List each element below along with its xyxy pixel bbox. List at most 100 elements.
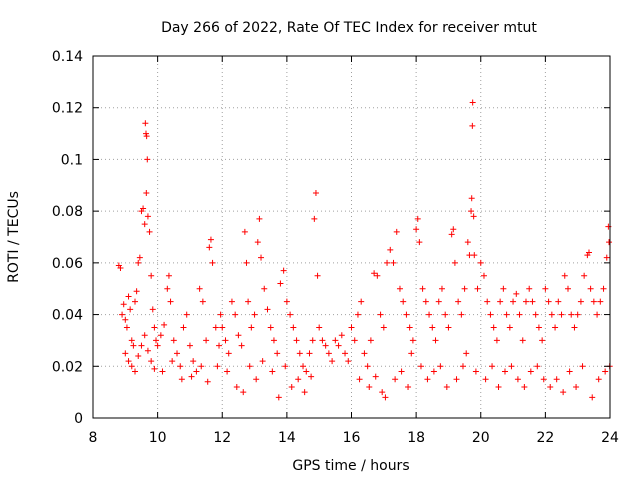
data-point xyxy=(122,316,129,323)
data-point xyxy=(277,280,284,287)
x-tick-label: 10 xyxy=(149,430,167,446)
data-point xyxy=(207,236,214,243)
data-point xyxy=(199,298,206,305)
data-point xyxy=(283,298,290,305)
data-point xyxy=(450,226,457,233)
data-point xyxy=(216,342,223,349)
data-point xyxy=(243,259,250,266)
data-point xyxy=(403,311,410,318)
data-point xyxy=(123,324,130,331)
data-point xyxy=(356,376,363,383)
data-point xyxy=(141,221,148,228)
data-point xyxy=(497,298,504,305)
data-point xyxy=(566,368,573,375)
data-point xyxy=(548,311,555,318)
data-point xyxy=(464,239,471,246)
data-point xyxy=(480,272,487,279)
data-point xyxy=(377,311,384,318)
data-point xyxy=(300,363,307,370)
data-point xyxy=(170,337,177,344)
data-point xyxy=(442,311,449,318)
data-point xyxy=(206,244,213,251)
data-point xyxy=(296,350,303,357)
data-point xyxy=(177,363,184,370)
data-point xyxy=(506,324,513,331)
data-point xyxy=(387,246,394,253)
data-points xyxy=(115,99,613,401)
data-point xyxy=(140,205,147,212)
data-point xyxy=(405,383,412,390)
data-point xyxy=(267,324,274,331)
data-point xyxy=(472,368,479,375)
data-point xyxy=(443,383,450,390)
data-point xyxy=(132,368,139,375)
y-tick-label: 0.1 xyxy=(61,152,83,168)
data-point xyxy=(151,365,158,372)
data-point xyxy=(595,376,602,383)
data-point xyxy=(135,259,142,266)
data-point xyxy=(414,215,421,222)
data-point xyxy=(422,298,429,305)
data-point xyxy=(133,288,140,295)
data-point xyxy=(148,272,155,279)
data-point xyxy=(413,226,420,233)
data-point xyxy=(390,259,397,266)
data-point xyxy=(217,311,224,318)
data-point xyxy=(306,350,313,357)
data-point xyxy=(417,363,424,370)
data-point xyxy=(445,324,452,331)
data-point xyxy=(153,337,160,344)
data-point xyxy=(232,311,239,318)
data-point xyxy=(136,254,143,261)
data-point xyxy=(490,324,497,331)
data-point xyxy=(141,332,148,339)
data-point xyxy=(361,350,368,357)
axis-ticks xyxy=(92,55,611,419)
data-point xyxy=(130,342,137,349)
gridlines xyxy=(93,56,610,418)
data-point xyxy=(295,376,302,383)
data-point xyxy=(329,358,336,365)
data-point xyxy=(489,363,496,370)
data-point xyxy=(358,298,365,305)
data-point xyxy=(312,190,319,197)
data-point xyxy=(154,342,161,349)
data-point xyxy=(435,298,442,305)
data-point xyxy=(380,324,387,331)
data-point xyxy=(169,358,176,365)
x-tick-label: 24 xyxy=(601,430,619,446)
data-point xyxy=(235,332,242,339)
data-point xyxy=(193,368,200,375)
data-point xyxy=(501,368,508,375)
data-point xyxy=(335,342,342,349)
data-point xyxy=(325,350,332,357)
data-point xyxy=(526,285,533,292)
y-tick-label: 0 xyxy=(74,411,83,427)
data-point xyxy=(463,350,470,357)
data-point xyxy=(135,352,142,359)
data-point xyxy=(461,285,468,292)
data-point xyxy=(259,358,266,365)
data-point xyxy=(248,324,255,331)
data-point xyxy=(125,358,132,365)
data-point xyxy=(120,301,127,308)
data-point xyxy=(451,259,458,266)
data-point xyxy=(581,272,588,279)
data-point xyxy=(274,350,281,357)
data-point xyxy=(521,383,528,390)
data-point xyxy=(308,373,315,380)
data-point xyxy=(503,311,510,318)
data-point xyxy=(125,293,132,300)
data-point xyxy=(429,324,436,331)
data-point xyxy=(161,321,168,328)
x-tick-label: 12 xyxy=(213,430,231,446)
data-point xyxy=(564,285,571,292)
data-point xyxy=(606,239,613,246)
y-tick-label: 0.04 xyxy=(52,308,83,324)
data-point xyxy=(474,285,481,292)
data-point xyxy=(400,298,407,305)
data-point xyxy=(144,213,151,220)
data-point xyxy=(468,195,475,202)
data-point xyxy=(122,350,129,357)
data-point xyxy=(430,368,437,375)
